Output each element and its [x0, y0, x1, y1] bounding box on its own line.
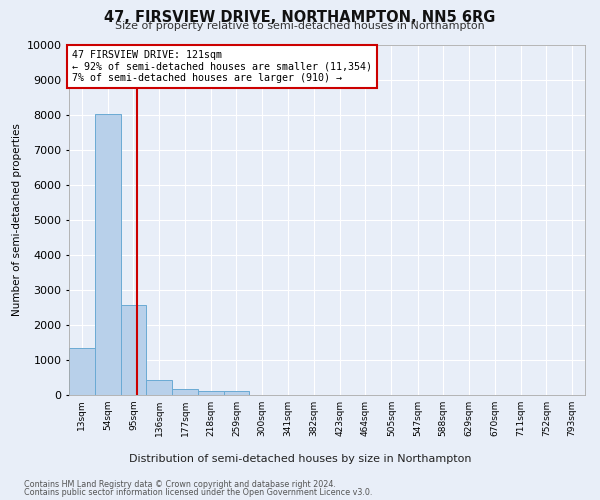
Bar: [121, 306, 146, 395]
Text: 47 FIRSVIEW DRIVE: 121sqm
← 92% of semi-detached houses are smaller (11,354)
7% : 47 FIRSVIEW DRIVE: 121sqm ← 92% of semi-…: [71, 50, 371, 84]
Bar: [198, 391, 224, 395]
Bar: [69, 348, 95, 395]
Text: Distribution of semi-detached houses by size in Northampton: Distribution of semi-detached houses by …: [129, 454, 471, 464]
Bar: [224, 391, 250, 395]
Text: Size of property relative to semi-detached houses in Northampton: Size of property relative to semi-detach…: [115, 21, 485, 31]
Text: 47, FIRSVIEW DRIVE, NORTHAMPTON, NN5 6RG: 47, FIRSVIEW DRIVE, NORTHAMPTON, NN5 6RG: [104, 10, 496, 25]
Text: Contains public sector information licensed under the Open Government Licence v3: Contains public sector information licen…: [24, 488, 373, 497]
Text: Contains HM Land Registry data © Crown copyright and database right 2024.: Contains HM Land Registry data © Crown c…: [24, 480, 336, 489]
Bar: [95, 114, 121, 395]
Y-axis label: Number of semi-detached properties: Number of semi-detached properties: [12, 124, 22, 316]
Bar: [172, 390, 198, 395]
Bar: [146, 380, 172, 395]
